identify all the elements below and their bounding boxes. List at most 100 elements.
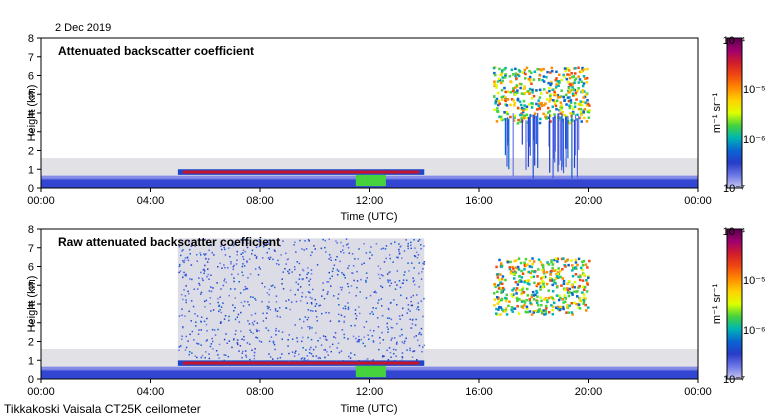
cloud-pixel bbox=[500, 89, 504, 92]
noise-pixel bbox=[315, 310, 317, 312]
cloud-pixel bbox=[556, 307, 560, 311]
noise-pixel bbox=[382, 247, 384, 250]
noise-pixel bbox=[358, 248, 360, 250]
noise-pixel bbox=[342, 273, 345, 276]
cloud-pixel bbox=[555, 77, 558, 80]
cloud-pixel bbox=[584, 297, 587, 300]
noise-pixel bbox=[365, 279, 367, 282]
cloud-pixel bbox=[531, 88, 534, 92]
cloud-pixel bbox=[533, 70, 537, 73]
cloud-pixel bbox=[560, 257, 564, 261]
noise-pixel bbox=[247, 301, 249, 303]
cloud-pixel bbox=[513, 116, 516, 120]
cloud-pixel bbox=[562, 95, 565, 99]
noise-pixel bbox=[348, 252, 351, 254]
cloud-pixel bbox=[565, 287, 569, 290]
noise-pixel bbox=[244, 239, 246, 241]
cloud-pixel bbox=[493, 80, 496, 83]
cloud-pixel bbox=[513, 114, 517, 118]
noise-pixel bbox=[324, 239, 326, 242]
noise-pixel bbox=[232, 268, 234, 271]
cloud-pixel bbox=[579, 107, 583, 111]
cloud-pixel bbox=[553, 92, 557, 95]
noise-pixel bbox=[252, 332, 254, 335]
cloud-pixel bbox=[493, 282, 497, 286]
noise-pixel bbox=[191, 330, 194, 333]
noise-pixel bbox=[285, 300, 287, 302]
noise-pixel bbox=[310, 273, 313, 275]
cloud-pixel bbox=[545, 306, 548, 310]
cloud-pixel bbox=[588, 104, 591, 107]
precip-streak bbox=[529, 113, 531, 156]
cloud-pixel bbox=[566, 282, 569, 285]
noise-pixel bbox=[392, 348, 395, 351]
cloud-pixel bbox=[550, 304, 553, 307]
noise-pixel bbox=[252, 323, 255, 326]
cloud-pixel bbox=[576, 113, 579, 117]
noise-pixel bbox=[350, 325, 352, 327]
noise-pixel bbox=[368, 257, 371, 260]
noise-pixel bbox=[380, 248, 383, 250]
noise-pixel bbox=[254, 254, 256, 257]
noise-pixel bbox=[182, 260, 184, 262]
noise-pixel bbox=[352, 265, 355, 267]
cloud-pixel bbox=[550, 260, 553, 264]
y-tick-label: 7 bbox=[28, 243, 34, 255]
cloud-pixel bbox=[580, 80, 583, 83]
cloud-pixel bbox=[582, 110, 585, 114]
cloud-pixel bbox=[586, 110, 590, 113]
noise-pixel bbox=[314, 248, 316, 250]
cloud-pixel bbox=[523, 268, 526, 271]
cloud-pixel bbox=[554, 269, 558, 272]
noise-pixel bbox=[275, 263, 278, 265]
noise-pixel bbox=[242, 252, 244, 254]
noise-pixel bbox=[294, 268, 296, 271]
noise-pixel bbox=[246, 261, 248, 264]
cloud-pixel bbox=[506, 98, 509, 101]
cloud-pixel bbox=[572, 112, 575, 115]
noise-pixel bbox=[217, 298, 219, 300]
noise-pixel bbox=[232, 266, 234, 268]
noise-pixel bbox=[275, 334, 277, 336]
noise-pixel bbox=[231, 273, 233, 276]
noise-pixel bbox=[257, 274, 260, 276]
cloud-pixel bbox=[567, 99, 571, 103]
noise-pixel bbox=[396, 304, 398, 306]
noise-pixel bbox=[423, 261, 426, 263]
cloud-pixel bbox=[573, 102, 577, 105]
cloud-pixel bbox=[532, 294, 536, 297]
noise-pixel bbox=[302, 278, 304, 280]
cloud-pixel bbox=[569, 104, 573, 108]
noise-pixel bbox=[393, 299, 395, 301]
noise-pixel bbox=[304, 316, 307, 318]
cloud-pixel bbox=[583, 108, 587, 111]
noise-pixel bbox=[197, 343, 200, 345]
y-axis-label: Height (km) bbox=[26, 276, 38, 333]
noise-pixel bbox=[420, 278, 423, 280]
noise-pixel bbox=[270, 285, 273, 287]
cloud-pixel bbox=[558, 81, 561, 84]
cloud-pixel bbox=[578, 307, 582, 310]
cloud-pixel bbox=[543, 88, 546, 91]
noise-pixel bbox=[195, 325, 197, 327]
noise-pixel bbox=[183, 259, 186, 262]
noise-pixel bbox=[250, 296, 252, 298]
cloud-pixel bbox=[514, 266, 518, 269]
cloud-pixel bbox=[531, 290, 535, 294]
cloud-pixel bbox=[526, 287, 529, 291]
cloud-pixel bbox=[551, 290, 555, 293]
noise-pixel bbox=[385, 257, 387, 260]
noise-pixel bbox=[306, 273, 308, 276]
noise-pixel bbox=[293, 244, 295, 246]
noise-pixel bbox=[415, 251, 418, 254]
cloud-pixel bbox=[566, 288, 570, 292]
precip-streak bbox=[558, 113, 560, 165]
noise-pixel bbox=[306, 302, 309, 304]
noise-pixel bbox=[196, 342, 198, 345]
cloud-pixel bbox=[544, 115, 547, 119]
cloud-pixel bbox=[500, 72, 503, 76]
y-tick-label: 5 bbox=[28, 89, 34, 101]
noise-pixel bbox=[220, 306, 223, 308]
cloud-pixel bbox=[559, 108, 562, 111]
noise-pixel bbox=[288, 272, 290, 275]
